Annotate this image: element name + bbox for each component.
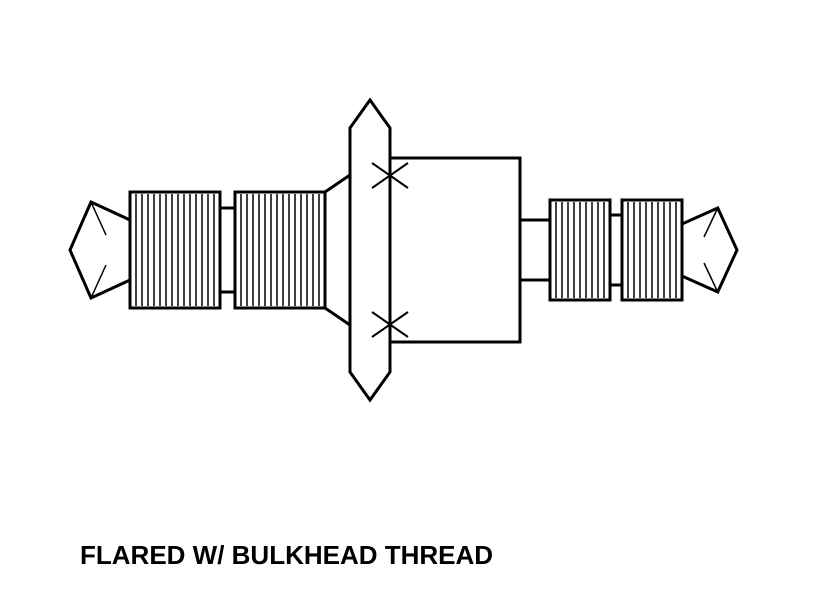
diagram-caption: FLARED W/ BULKHEAD THREAD [80,540,493,571]
fitting-drawing [50,50,790,450]
technical-diagram [50,50,790,450]
